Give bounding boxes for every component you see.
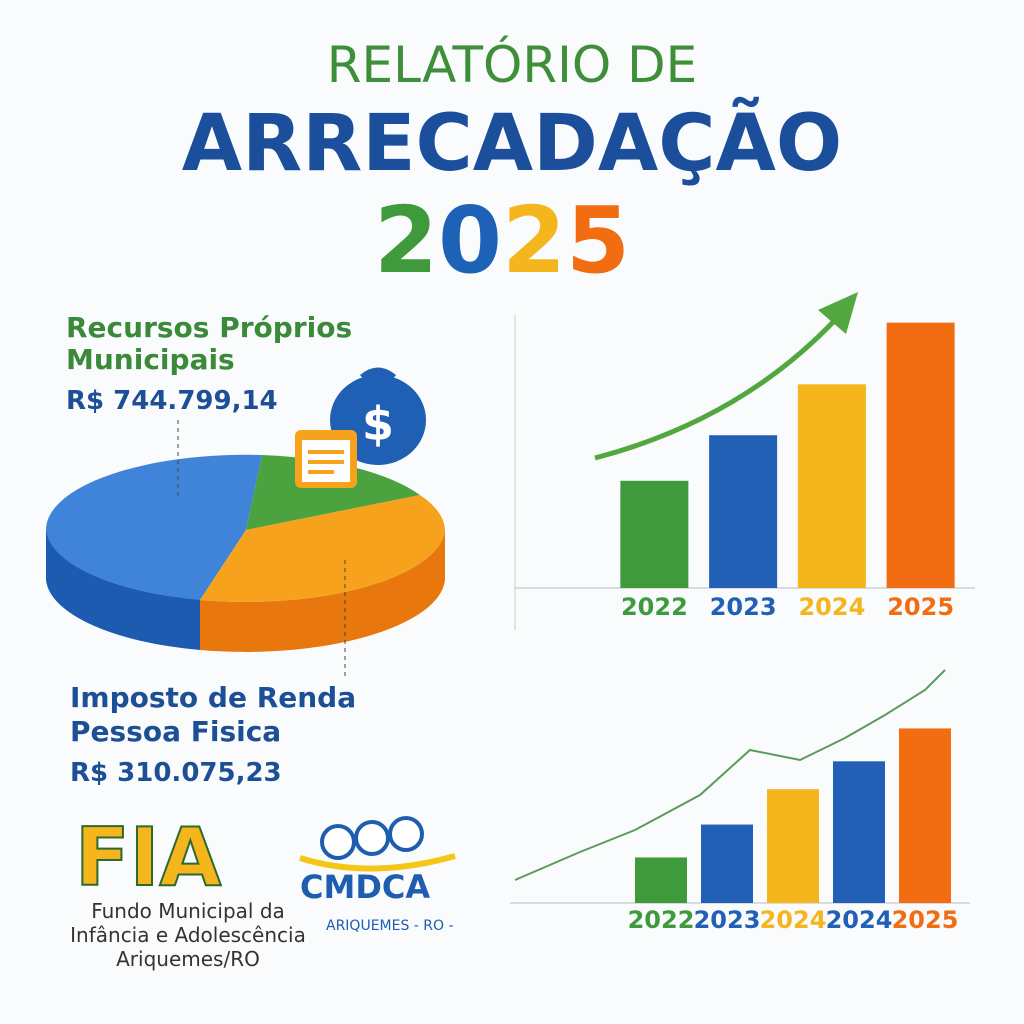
pie-label: Imposto de Renda xyxy=(70,681,356,714)
bar xyxy=(833,761,885,903)
x-tick-label: 2024 xyxy=(826,906,893,934)
bar xyxy=(899,728,951,903)
x-tick-label: 2025 xyxy=(892,906,959,934)
x-tick-label: 2024 xyxy=(798,593,865,621)
x-tick-label: 2022 xyxy=(621,593,688,621)
trend-line xyxy=(514,669,946,881)
bar xyxy=(635,857,687,903)
title-line1: RELATÓRIO DE xyxy=(327,35,697,94)
fia-caption: Fundo Municipal da xyxy=(91,899,285,923)
trend-arrow-head xyxy=(818,292,858,334)
pie-label: Pessoa Fisica xyxy=(70,715,281,748)
x-tick-label: 2023 xyxy=(694,906,761,934)
pie-label: Municipais xyxy=(66,343,235,376)
bar xyxy=(886,322,955,588)
trend-arrow xyxy=(594,318,837,461)
fia-caption: Ariquemes/RO xyxy=(116,947,260,971)
title-line2: ARRECADAÇÃO xyxy=(182,97,842,189)
x-tick-label: 2023 xyxy=(710,593,777,621)
x-tick-label: 2025 xyxy=(887,593,954,621)
fia-caption: Infância e Adolescência xyxy=(70,923,306,947)
title-year: 2025 xyxy=(374,187,630,294)
bar xyxy=(701,824,753,903)
x-tick-label: 2022 xyxy=(628,906,695,934)
x-tick-label: 2024 xyxy=(760,906,827,934)
bar xyxy=(797,384,866,588)
cmdca-faces xyxy=(299,816,456,872)
pie-amount: R$ 744.799,14 xyxy=(66,386,278,416)
cmdca-logo: CMDCA xyxy=(300,868,430,906)
svg-text:$: $ xyxy=(362,397,394,451)
pie-amount: R$ 310.075,23 xyxy=(70,758,282,788)
pie-illustration: $ xyxy=(45,367,445,680)
bar xyxy=(767,789,819,903)
pie-label: Recursos Próprios xyxy=(66,311,352,344)
bar xyxy=(709,435,778,588)
cmdca-place: ARIQUEMES - RO - xyxy=(326,918,454,934)
bar xyxy=(620,480,689,588)
fia-logo: FIA xyxy=(75,811,221,904)
